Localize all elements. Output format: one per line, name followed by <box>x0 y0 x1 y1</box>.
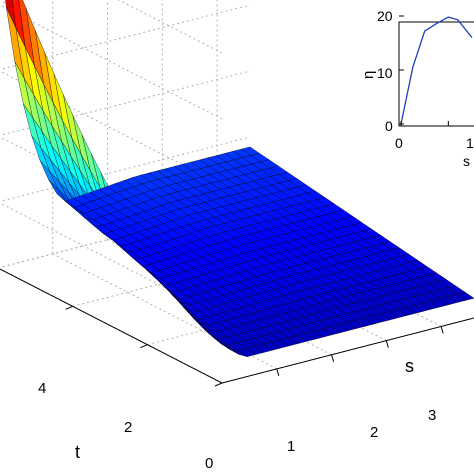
t-tick <box>140 344 148 349</box>
y-tick-label-4: 4 <box>38 380 46 397</box>
s-tick <box>385 340 389 348</box>
t-tick <box>214 382 223 387</box>
inset-y-label: η <box>360 71 377 79</box>
x-tick-label-3: 3 <box>428 407 436 424</box>
inset-y-tick-10: 10 <box>377 65 393 81</box>
inset-plot: 20 10 0 0 1 η s <box>360 8 474 169</box>
inset-x-tick-1: 1 <box>466 135 474 151</box>
y-tick-label-0: 0 <box>205 455 213 472</box>
t-axis-line <box>0 268 223 384</box>
inset-ticks <box>399 15 449 126</box>
grid-line <box>0 4 223 120</box>
grid-line <box>0 0 16 5</box>
grid-line <box>0 136 251 203</box>
inset-y-tick-20: 20 <box>377 8 393 24</box>
inset-background <box>398 21 474 127</box>
grid-line <box>117 0 223 54</box>
surface-patch <box>5 0 16 28</box>
t-tick <box>65 305 73 310</box>
y-axis-label: t <box>75 442 80 462</box>
surface-plot <box>5 0 474 357</box>
s-tick <box>331 354 335 362</box>
s-axis-line <box>221 317 474 384</box>
s-tick <box>276 368 280 377</box>
grid-line <box>0 4 251 71</box>
y-tick-label-2: 2 <box>124 419 132 436</box>
inset-series-line <box>400 16 473 125</box>
x-tick-label-2: 2 <box>370 424 378 441</box>
grid-line <box>0 70 251 137</box>
inset-x-label: s <box>463 153 470 169</box>
surface-axes <box>0 268 474 387</box>
inset-x-tick-0: 0 <box>395 135 403 151</box>
x-tick-label-1: 1 <box>287 438 295 455</box>
inset-y-tick-0: 0 <box>385 118 393 134</box>
s-tick <box>440 326 444 334</box>
x-axis-label: s <box>405 356 414 376</box>
